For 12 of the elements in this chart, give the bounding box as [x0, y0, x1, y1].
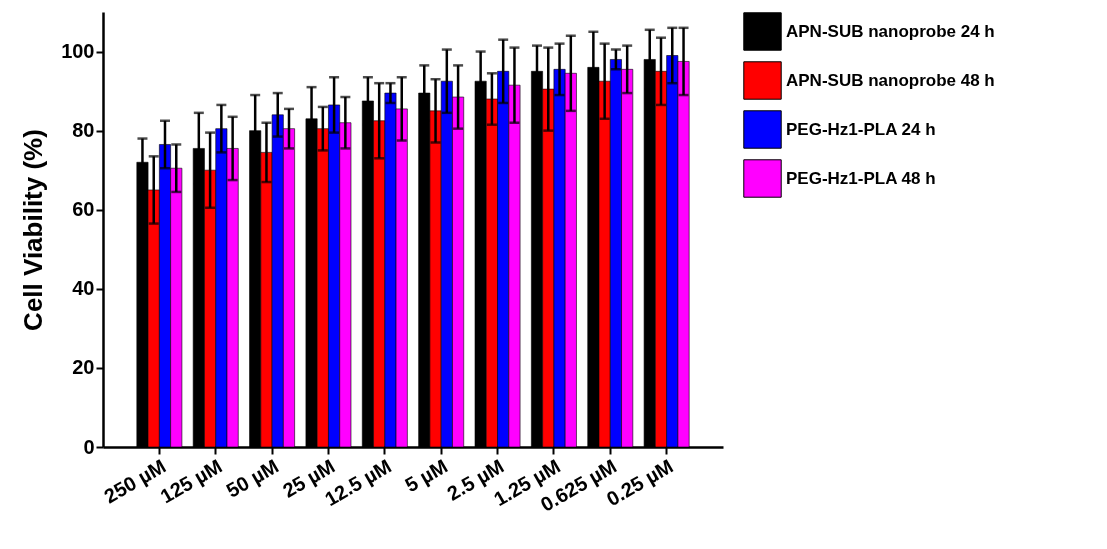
y-tick-label: 60: [72, 198, 95, 221]
y-tick-label: 100: [61, 40, 95, 63]
legend-label: APN-SUB nanoprobe 24 h: [786, 21, 995, 41]
y-tick-label: 0: [83, 435, 95, 458]
legend-label: PEG-Hz1-PLA 48 h: [786, 168, 936, 188]
y-axis-title: Cell Viability (%): [18, 129, 49, 331]
x-tick-label: 50 µM: [222, 454, 283, 502]
legend-label: PEG-Hz1-PLA 24 h: [786, 119, 936, 139]
y-tick-label: 20: [72, 356, 95, 379]
y-tick-label: 80: [72, 119, 95, 142]
legend-label: APN-SUB nanoprobe 48 h: [786, 70, 995, 90]
y-tick-label: 40: [72, 277, 95, 300]
